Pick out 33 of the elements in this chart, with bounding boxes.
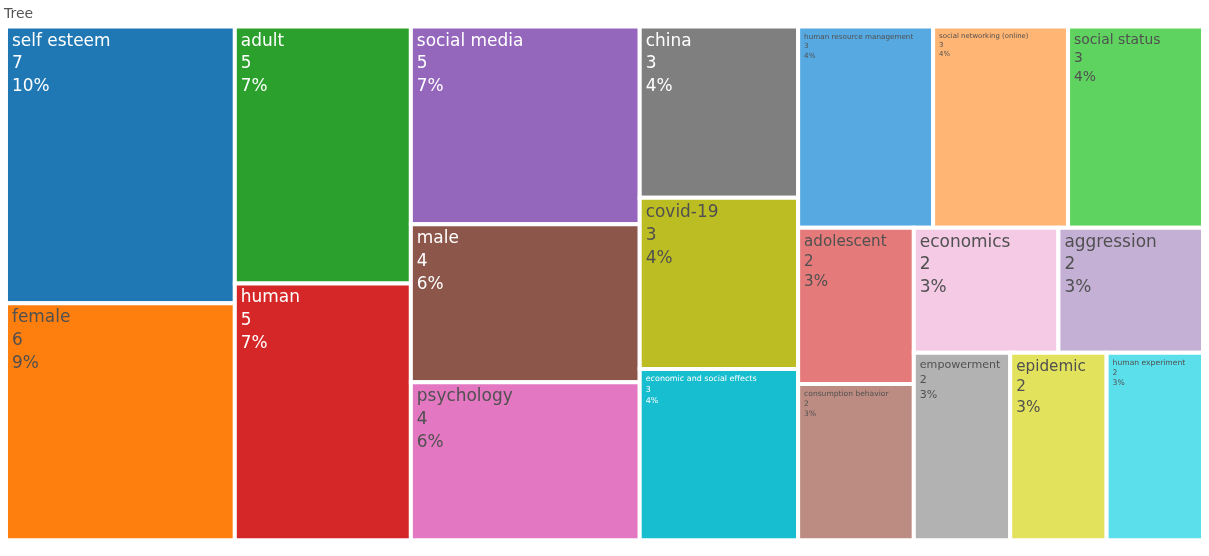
data-label: 4 6% xyxy=(416,250,444,293)
category-label: social media xyxy=(416,29,524,50)
category-label: empowerment xyxy=(919,357,1001,371)
data-label: 7 10% xyxy=(11,52,50,96)
category-label: adult xyxy=(240,29,285,50)
data-label: 3 4% xyxy=(645,223,673,267)
category-label: epidemic xyxy=(1016,356,1086,375)
data-label: 4 6% xyxy=(416,408,444,452)
data-label: 5 7% xyxy=(416,52,444,96)
category-label: economics xyxy=(919,230,1011,251)
data-label: 2 3% xyxy=(919,253,947,297)
data-label: 5 7% xyxy=(240,309,268,353)
category-label: covid-19 xyxy=(645,200,719,221)
category-label: female xyxy=(11,306,71,327)
data-label: 3 4% xyxy=(1074,49,1097,85)
category-label: social status xyxy=(1074,30,1161,47)
category-label: economic and social effects xyxy=(645,374,757,384)
category-label: self esteem xyxy=(11,29,111,50)
data-label: 2 3% xyxy=(804,251,829,291)
category-label: male xyxy=(416,227,459,248)
data-label: 6 9% xyxy=(11,329,39,372)
data-label: 3 4% xyxy=(645,384,659,405)
data-label: 2 3% xyxy=(1064,253,1092,297)
data-label: 2 3% xyxy=(919,372,938,401)
category-label: aggression xyxy=(1064,230,1157,251)
text: Tree xyxy=(2,4,34,21)
category-label: adolescent xyxy=(804,231,887,250)
category-label: human xyxy=(240,286,300,307)
category-label: psychology xyxy=(416,385,513,406)
data-label: 2 3% xyxy=(1016,377,1041,416)
data-label: 5 7% xyxy=(240,52,268,96)
category-label: china xyxy=(645,29,692,50)
data-label: 3 4% xyxy=(645,52,673,96)
